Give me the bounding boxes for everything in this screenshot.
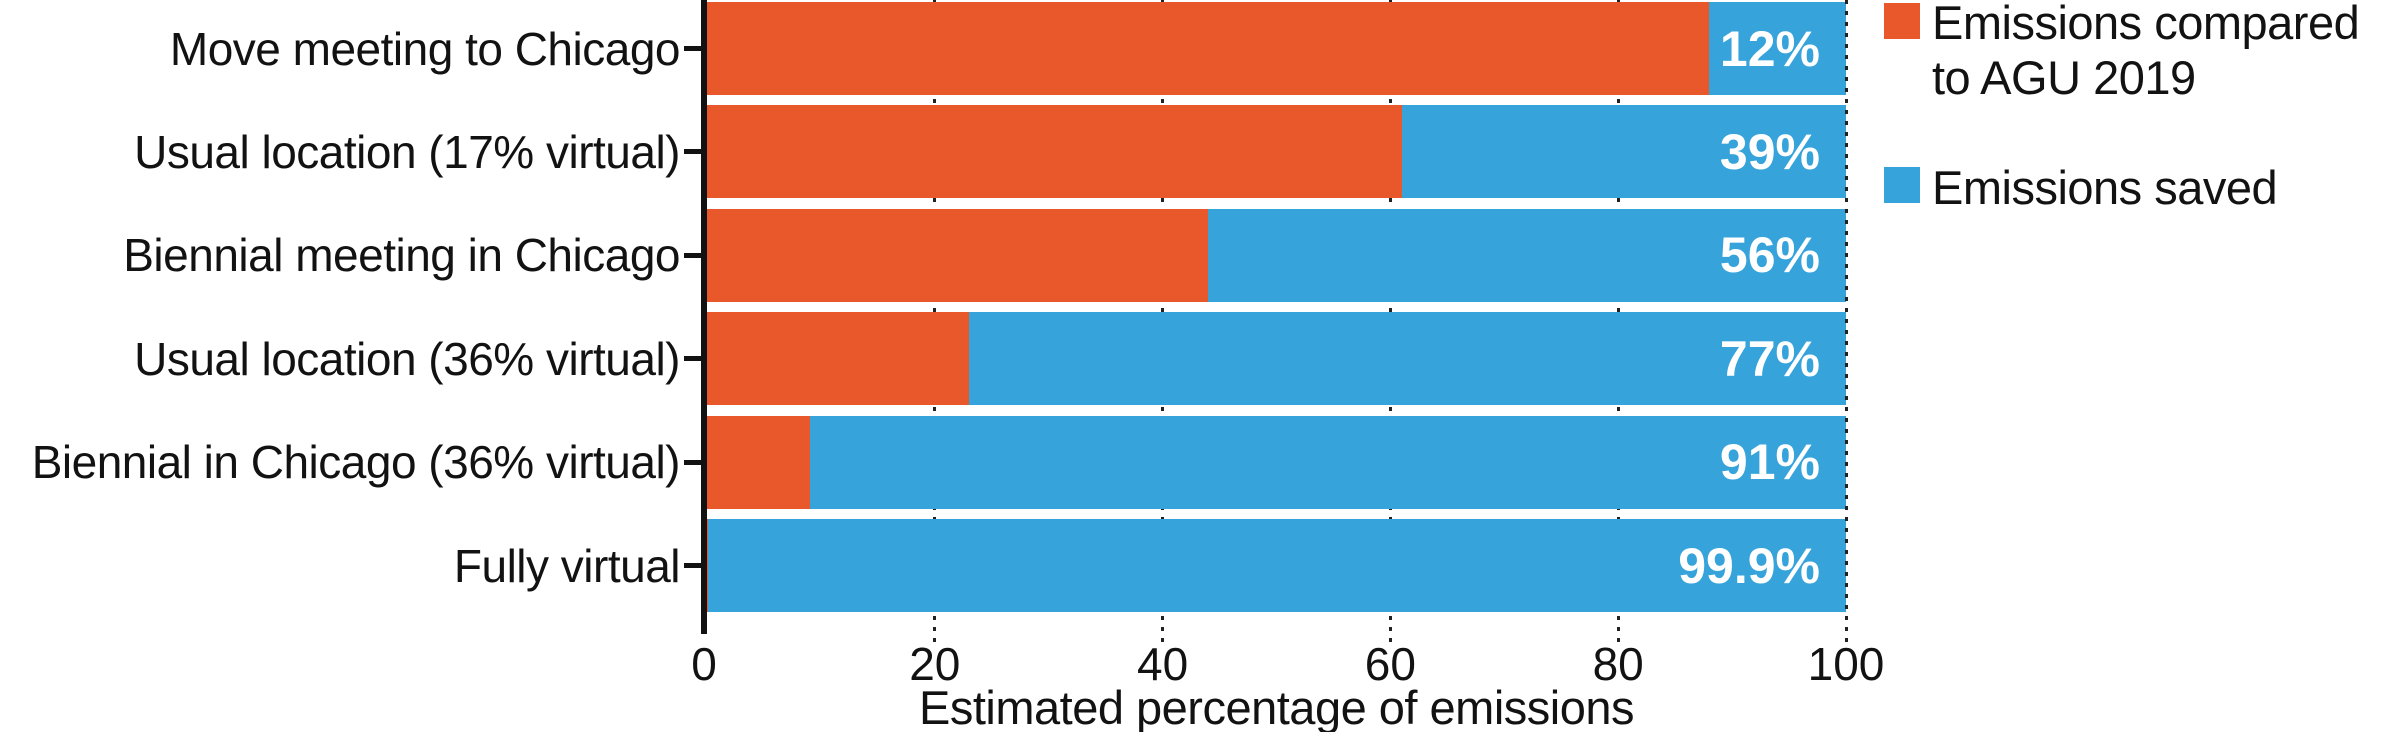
category-label-1: Usual location (17% virtual) xyxy=(134,125,680,178)
emissions-compared-segment-3 xyxy=(707,312,969,406)
emissions-saved-segment-5: 99.9% xyxy=(708,519,1846,612)
x-tick-label-20: 20 xyxy=(909,638,961,690)
category-label-2: Biennial meeting in Chicago xyxy=(123,229,680,282)
bar-value-label-3: 77% xyxy=(1719,330,1820,387)
category-tick-0 xyxy=(684,46,702,51)
gridline-100 xyxy=(1844,0,1848,642)
emissions-saved-segment-3: 77% xyxy=(968,312,1846,406)
legend-label-emissions-compared: Emissions compared to AGU 2019 xyxy=(1932,0,2360,105)
category-label-4: Biennial in Chicago (36% virtual) xyxy=(31,436,681,489)
x-axis-title: Estimated percentage of emissions xyxy=(919,681,1634,732)
legend-label-line-2: to AGU 2019 xyxy=(1932,51,2196,104)
emissions-compared-segment-1 xyxy=(707,105,1402,199)
category-tick-4 xyxy=(684,459,702,465)
bar-row-2: 56% xyxy=(707,208,1846,302)
bar-value-label-1: 39% xyxy=(1719,123,1820,180)
x-tick-label-60: 60 xyxy=(1364,638,1416,690)
bar-row-0: 12% xyxy=(707,2,1846,95)
category-tick-1 xyxy=(684,149,702,155)
bar-value-label-5: 99.9% xyxy=(1678,537,1820,594)
x-tick-label-40: 40 xyxy=(1137,638,1189,690)
bar-value-label-2: 56% xyxy=(1719,227,1820,284)
emissions-saved-segment-4: 91% xyxy=(809,415,1846,509)
legend-label-line-1: Emissions saved xyxy=(1932,161,2278,214)
category-tick-5 xyxy=(684,563,702,568)
emissions-compared-segment-0 xyxy=(707,2,1710,95)
category-tick-3 xyxy=(684,356,702,362)
x-tick-label-100: 100 xyxy=(1807,638,1885,690)
x-tick-label-80: 80 xyxy=(1592,638,1644,690)
emissions-saved-segment-2: 56% xyxy=(1208,208,1846,302)
category-tick-2 xyxy=(684,252,702,258)
category-label-3: Usual location (36% virtual) xyxy=(134,332,680,385)
bar-row-1: 39% xyxy=(707,105,1846,199)
legend-label-line-1: Emissions compared xyxy=(1932,0,2360,49)
legend-swatch-emissions-compared xyxy=(1884,3,1920,39)
emissions-saved-segment-1: 39% xyxy=(1401,105,1846,199)
y-axis-line xyxy=(701,0,707,634)
category-label-0: Move meeting to Chicago xyxy=(169,22,681,75)
emissions-compared-segment-2 xyxy=(707,208,1209,302)
legend-label-emissions-saved: Emissions saved xyxy=(1932,160,2278,215)
category-label-5: Fully virtual xyxy=(453,539,681,592)
x-tick-label-0: 0 xyxy=(691,638,717,690)
emissions-saved-segment-0: 12% xyxy=(1709,2,1846,95)
bar-value-label-4: 91% xyxy=(1719,434,1820,491)
emissions-compared-segment-4 xyxy=(707,415,810,509)
emissions-compared-segment-5 xyxy=(707,519,709,612)
bar-row-4: 91% xyxy=(707,415,1846,509)
bar-value-label-0: 12% xyxy=(1719,20,1820,77)
bar-row-3: 77% xyxy=(707,312,1846,406)
legend-swatch-emissions-saved xyxy=(1884,167,1920,203)
bar-row-5: 99.9% xyxy=(707,519,1846,612)
